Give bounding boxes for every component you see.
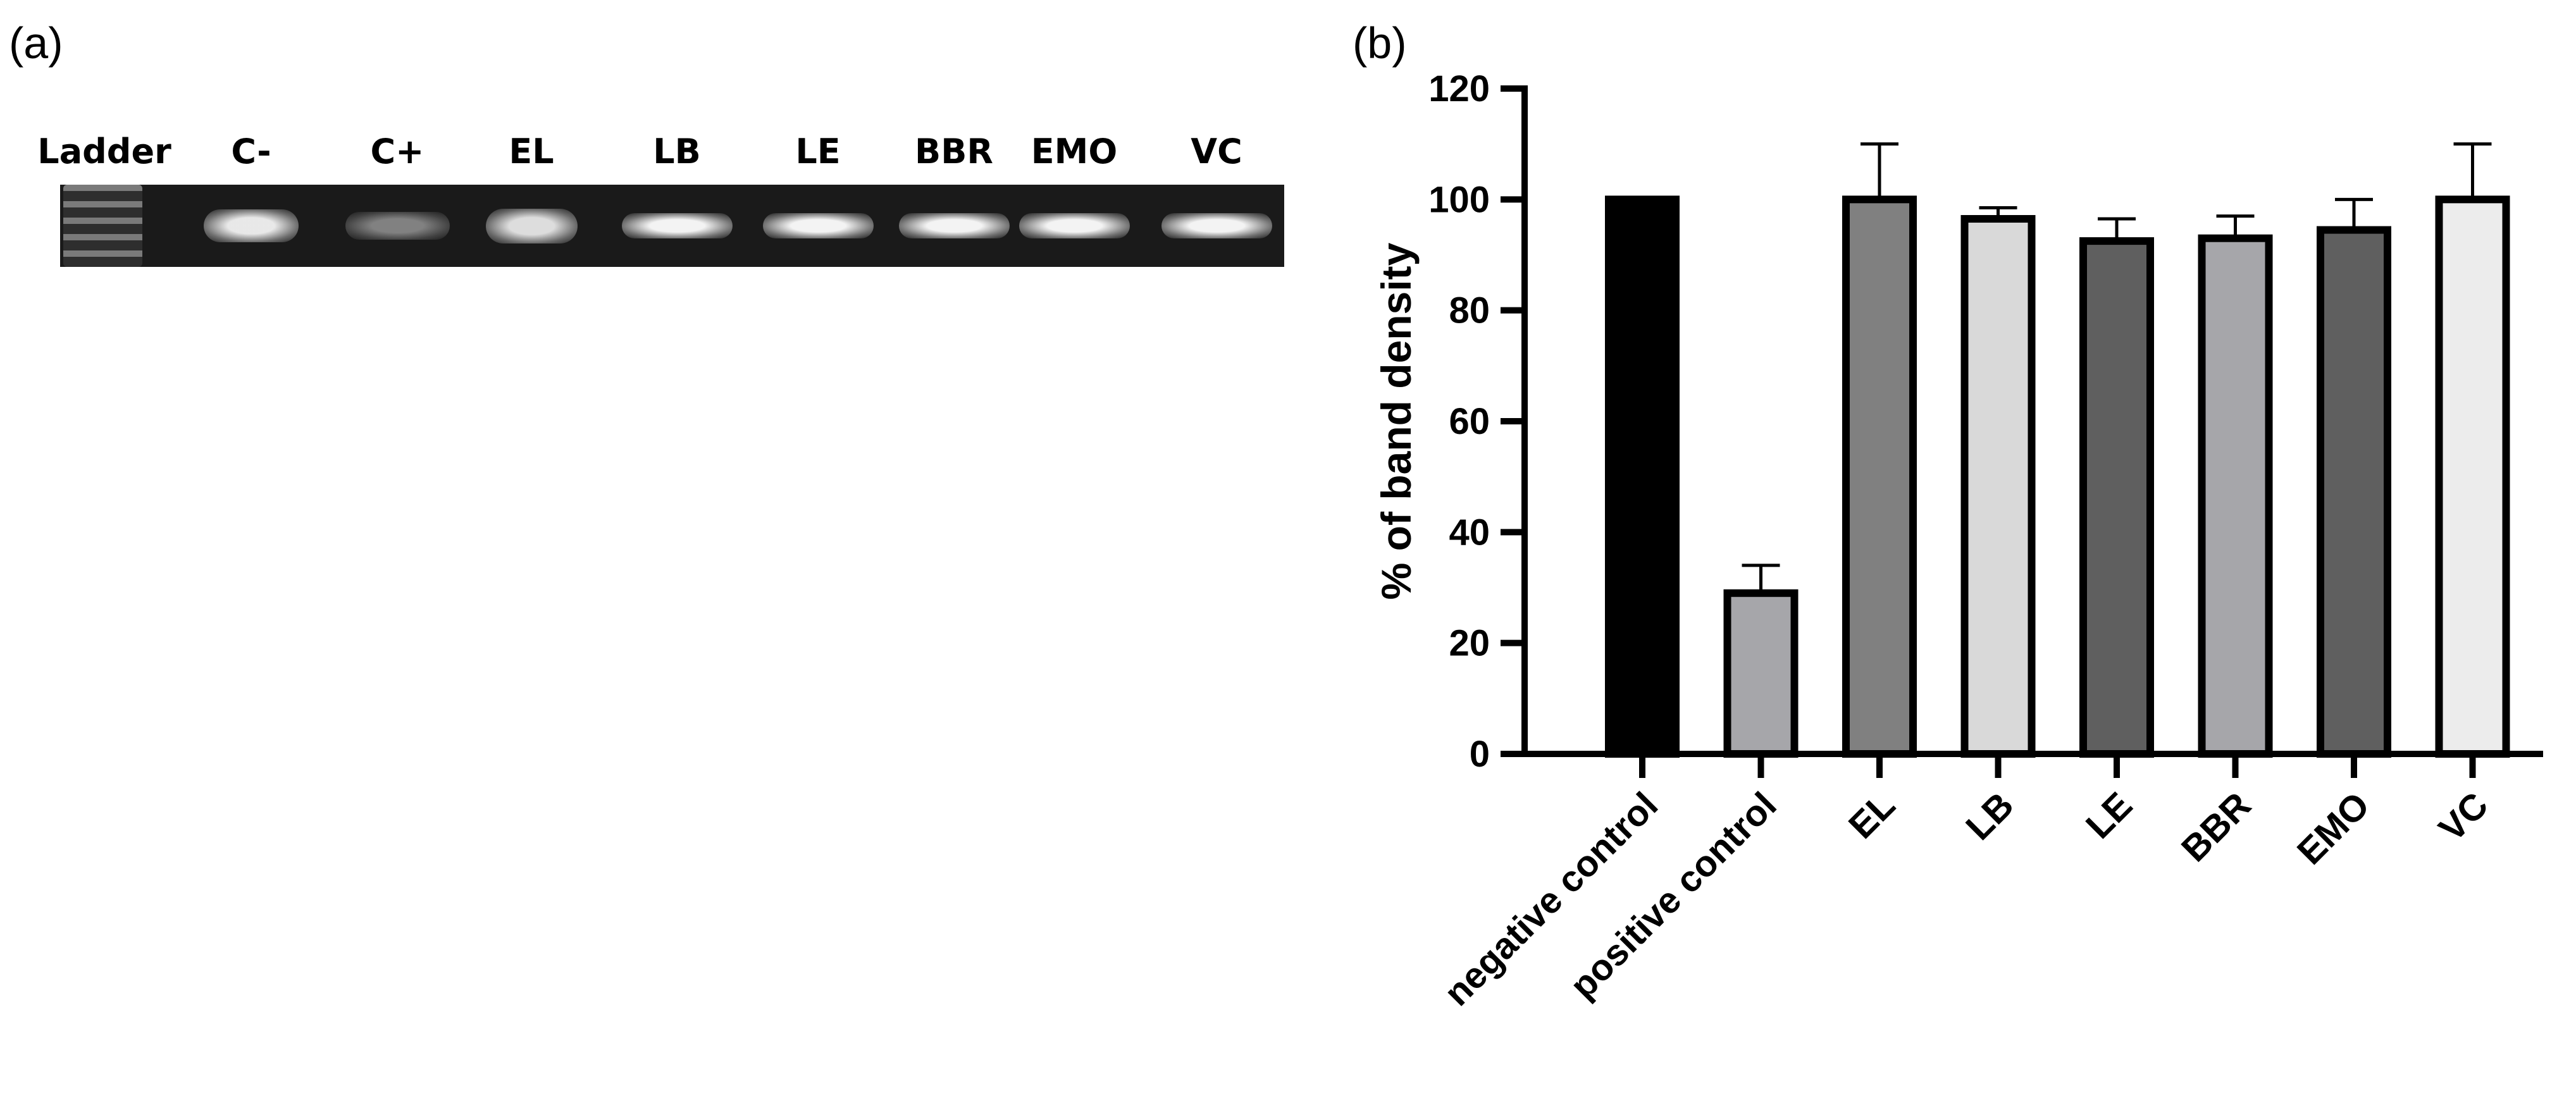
error-bar-lb <box>1979 206 2017 219</box>
gel-band <box>762 213 874 238</box>
bar-lb <box>1960 215 2036 758</box>
lane-label-vc: VC <box>1191 132 1242 171</box>
bar-negative-control <box>1605 195 1680 758</box>
bars-layer <box>1605 195 2510 758</box>
bar-vc <box>2435 195 2510 758</box>
bar-bbr <box>2198 234 2273 758</box>
lane-label-lb: LB <box>653 132 701 171</box>
error-bar-el <box>1861 142 1898 200</box>
x-tick-label: negative control <box>1436 784 1666 1014</box>
y-ticks: 0 20 40 60 80 100 120 <box>1428 68 1525 775</box>
lane-label-cminus: C- <box>231 132 271 171</box>
lane-label-emo: EMO <box>1031 132 1118 171</box>
ladder-smear <box>63 185 142 267</box>
x-tick-label: BBR <box>2174 784 2259 870</box>
panel-b-label: (b) <box>1353 18 1407 68</box>
bar-el <box>1842 195 1917 758</box>
error-bar-le <box>2098 217 2136 242</box>
y-axis-label: % of band density <box>1373 242 1420 600</box>
gel-band <box>345 212 450 240</box>
gel-image <box>60 185 1284 267</box>
lane-label-cplus: C+ <box>370 132 424 171</box>
error-bar-bbr <box>2216 214 2255 238</box>
gel-band <box>204 209 299 242</box>
gel-band <box>485 208 578 244</box>
x-tick-label: LB <box>1958 784 2022 848</box>
x-tick-label: positive control <box>1562 784 1784 1006</box>
y-tick-label: 0 <box>1470 734 1490 775</box>
y-tick-label: 60 <box>1449 401 1490 442</box>
error-bar-vc <box>2453 142 2492 200</box>
lane-label-bbr: BBR <box>915 132 993 171</box>
error-bars-layer <box>1742 142 2492 593</box>
y-tick-label: 120 <box>1428 68 1490 109</box>
lane-label-el: EL <box>509 132 554 171</box>
bar-positive-control <box>1723 589 1799 758</box>
gel-band <box>898 213 1010 238</box>
bar-le <box>2079 237 2154 758</box>
y-tick-label: 100 <box>1428 179 1490 220</box>
error-bar-emo <box>2335 197 2373 230</box>
y-tick-label: 20 <box>1449 623 1490 664</box>
gel-band <box>1019 213 1130 238</box>
x-tick-label: VC <box>2431 784 2496 849</box>
x-tick-label: LE <box>2078 784 2140 846</box>
x-tick-label: EL <box>1841 784 1903 846</box>
gel-band <box>621 213 733 238</box>
panel-a-label: (a) <box>9 18 63 68</box>
lane-label-ladder: Ladder <box>37 132 171 171</box>
lane-label-le: LE <box>795 132 841 171</box>
bar-emo <box>2317 226 2391 758</box>
y-tick-label: 40 <box>1449 512 1490 553</box>
gel-band <box>1161 213 1272 238</box>
x-tick-label: EMO <box>2289 784 2377 872</box>
y-tick-label: 80 <box>1449 290 1490 331</box>
error-bar-positive-control <box>1742 564 1780 593</box>
